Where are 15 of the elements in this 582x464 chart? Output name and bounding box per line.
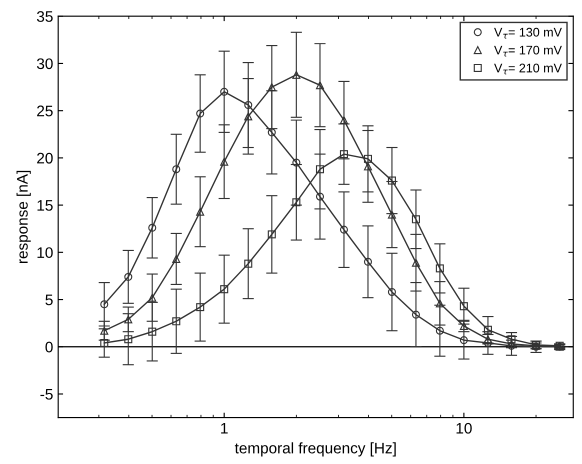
y-axis-title: response [nA] — [16, 170, 31, 264]
x-axis-title: temporal frequency [Hz] — [234, 442, 396, 456]
y-tick-label: 5 — [45, 294, 53, 306]
y-tick-label: 25 — [37, 106, 53, 116]
y-tick-label: 0 — [45, 342, 53, 352]
y-tick-label: -5 — [40, 389, 53, 400]
legend-label: V$_{τ}$= 130 mV — [494, 28, 562, 39]
y-tick-label: 15 — [38, 200, 53, 211]
y-tick-label: 20 — [37, 152, 53, 164]
y-tick-label: 30 — [36, 58, 53, 70]
y-tick-label: 10 — [38, 247, 53, 258]
legend-label: V$_{τ}$= 170 mV — [494, 46, 562, 56]
x-tick-label: 1 — [221, 423, 228, 434]
legend-label: V$_{τ}$= 210 mV — [494, 64, 562, 74]
y-tick-label: 35 — [36, 11, 53, 22]
